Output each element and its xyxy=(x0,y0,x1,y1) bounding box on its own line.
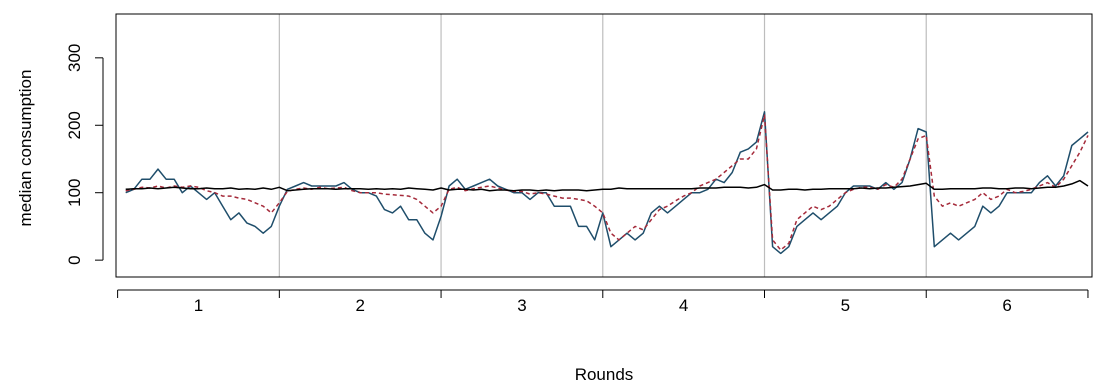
x-tick-label: 3 xyxy=(517,296,526,315)
x-axis: 1 2 3 4 5 6 xyxy=(117,289,1089,315)
round-boundary-grid xyxy=(278,14,927,277)
x-tick-label: 6 xyxy=(1002,296,1011,315)
y-tick-label: 100 xyxy=(65,179,84,207)
y-axis-label: median consumption xyxy=(16,70,35,227)
x-tick-label: 2 xyxy=(355,296,364,315)
series-line-2 xyxy=(125,114,1089,251)
plot-frame xyxy=(115,13,1093,278)
y-tick-label: 300 xyxy=(65,44,84,72)
series-line-3 xyxy=(125,179,1089,192)
series-line-1 xyxy=(125,111,1089,255)
y-tick-label: 200 xyxy=(65,111,84,139)
x-tick-label: 4 xyxy=(679,296,688,315)
x-tick-label: 1 xyxy=(194,296,203,315)
series-lines xyxy=(125,111,1089,255)
y-tick-label: 0 xyxy=(65,255,84,264)
x-tick-label: 5 xyxy=(841,296,850,315)
y-axis: 0 100 200 300 xyxy=(65,44,104,265)
x-axis-label: Rounds xyxy=(575,365,634,384)
